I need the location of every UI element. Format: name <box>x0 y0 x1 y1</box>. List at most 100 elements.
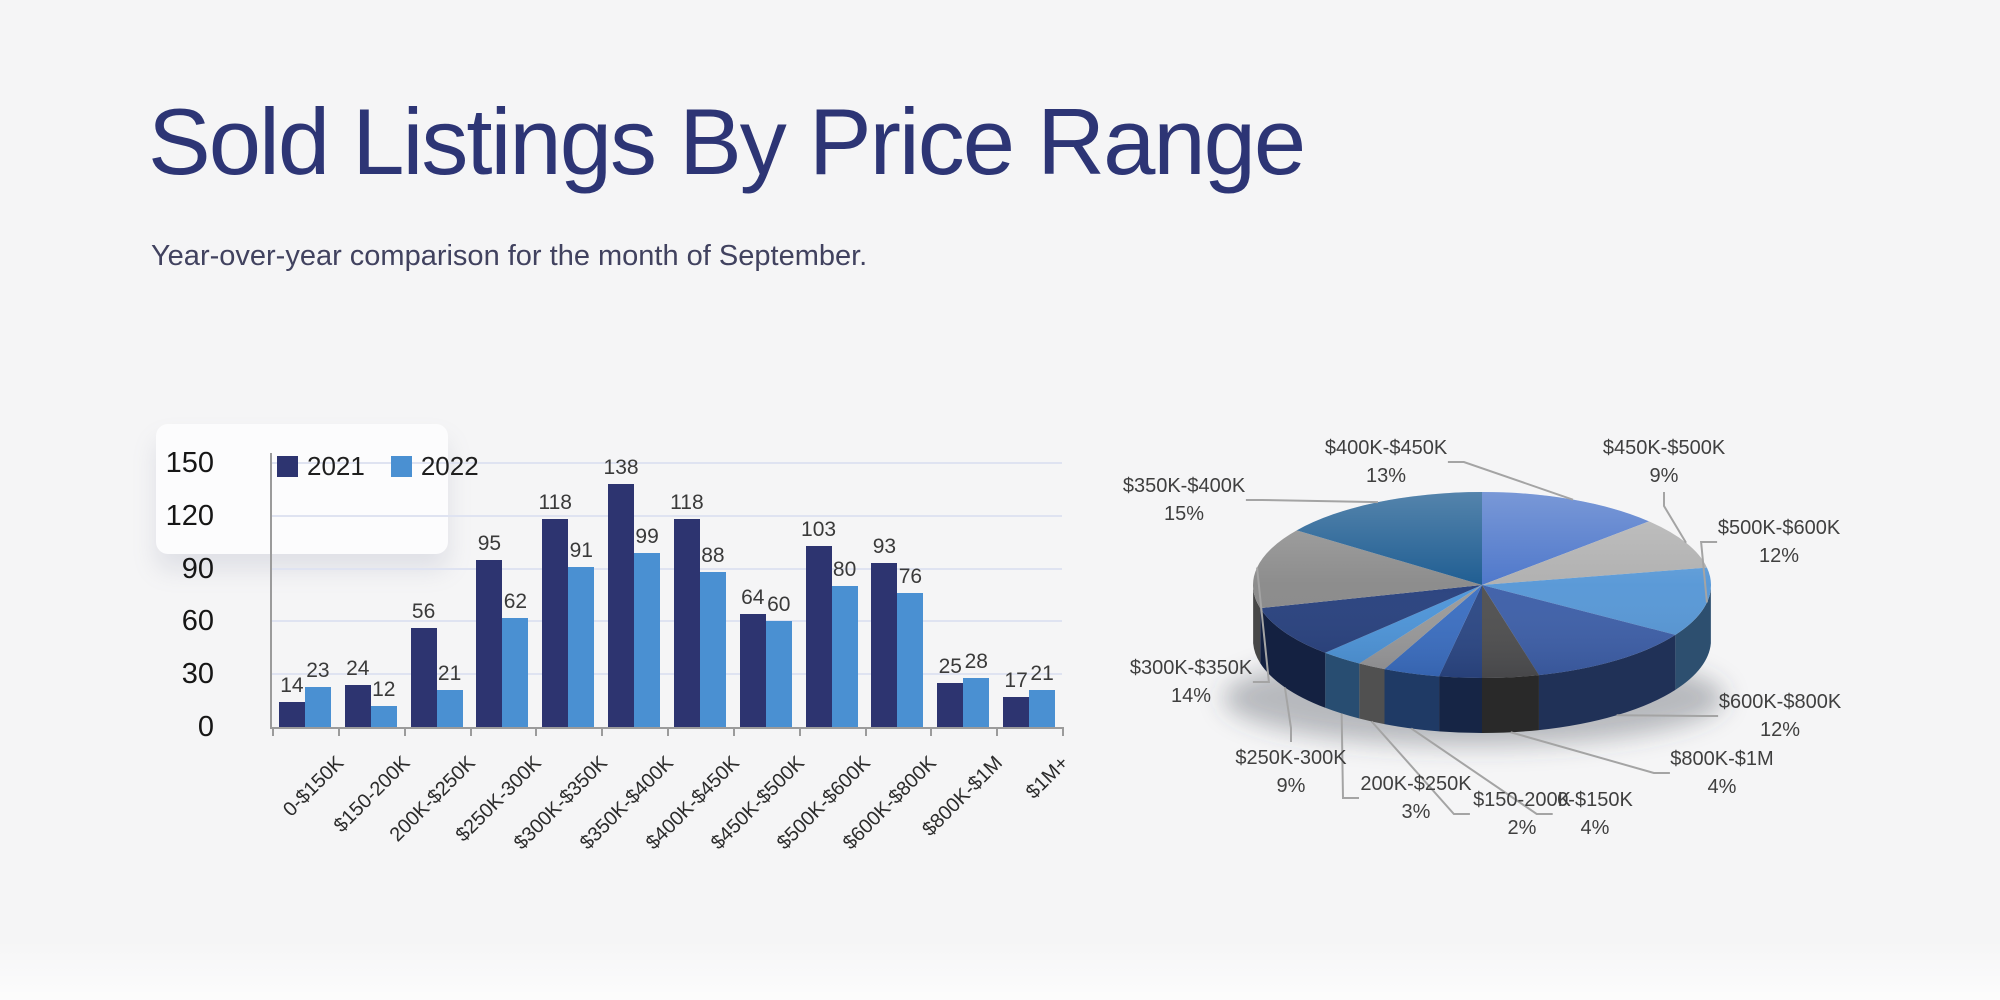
pie-label-name: $350K-$400K <box>1122 475 1246 497</box>
bar-value-label: 80 <box>832 558 857 582</box>
pie-slice-$300K-$350K <box>1253 530 1482 609</box>
pie-slice-$150-200K <box>1359 585 1482 670</box>
y-axis-tick-label: 150 <box>165 447 214 479</box>
bar-2022-$1M+ <box>1029 690 1056 727</box>
pie-label-$250K-300K: $250K-300K 9% <box>1171 744 1411 800</box>
gridline-90 <box>272 567 1062 570</box>
pie-label-0-$150K: 0-$150K 4% <box>1475 786 1715 842</box>
pie-label-pct: 2% <box>1507 817 1537 839</box>
bar-2021-$800K-$1M <box>937 683 964 727</box>
x-axis-line <box>270 727 1064 729</box>
pie-label-$600K-$800K: $600K-$800K 12% <box>1660 688 1900 744</box>
bar-value-label: 24 <box>346 656 370 680</box>
pie-slice-$350K-$400K <box>1296 492 1482 585</box>
bar-2021-$1M+ <box>1003 697 1030 727</box>
bar-2021-$350K-$400K <box>608 484 635 727</box>
pie-slice-$250K-300K <box>1260 585 1482 653</box>
pie-slice-side-$600K-$800K <box>1538 634 1676 731</box>
bar-value-label: 88 <box>701 544 725 568</box>
pie-label-name: $600K-$800K <box>1718 691 1842 713</box>
pie-label-name: $450K-$500K <box>1602 437 1726 459</box>
x-axis-tick <box>798 729 801 736</box>
x-axis-tick <box>930 729 933 736</box>
bar-value-label: 138 <box>603 456 639 480</box>
bar-2021-$400K-$450K <box>673 519 700 727</box>
bar-2021-$450K-$500K <box>739 614 766 727</box>
page-title: Sold Listings By Price Range <box>148 89 1306 194</box>
bar-value-label: 95 <box>477 531 502 555</box>
bar-2022-$400K-$450K <box>699 572 726 727</box>
pie-label-$500K-$600K: $500K-$600K 12% <box>1659 514 1899 570</box>
pie-label-name: 200K-$250K <box>1360 773 1472 795</box>
bar-value-label: 17 <box>1004 669 1028 693</box>
pie-gloss <box>1253 492 1711 678</box>
bar-value-label: 103 <box>801 517 837 541</box>
bar-value-label: 118 <box>538 491 572 515</box>
x-axis-tick <box>272 729 274 736</box>
bar-2022-200K-$250K <box>436 690 463 727</box>
pie-label-name: $300K-$350K <box>1129 657 1253 679</box>
pie-slice-side-$500K-$600K <box>1675 588 1711 690</box>
y-axis-tick-label: 90 <box>181 552 214 585</box>
x-axis-tick <box>1062 729 1064 736</box>
bar-value-label: 60 <box>767 593 791 617</box>
x-axis-tick <box>667 729 669 736</box>
bar-value-label: 62 <box>503 589 528 613</box>
pie-slice-side-0-$150K <box>1384 669 1440 732</box>
bar-value-label: 14 <box>280 674 304 698</box>
gridline-120 <box>272 514 1062 517</box>
bar-value-label: 12 <box>372 677 396 701</box>
gridline-150 <box>272 462 1062 464</box>
pie-label-$300K-$350K: $300K-$350K 14% <box>1071 654 1311 710</box>
pie-label-pct: 4% <box>1580 817 1610 839</box>
pie-label-$450K-$500K: $450K-$500K 9% <box>1544 434 1784 490</box>
y-axis-tick-label: 0 <box>197 711 214 743</box>
pie-slice-side-$800K-$1M <box>1482 675 1539 733</box>
pie-label-pct: 12% <box>1759 719 1801 741</box>
bar-2021-200K-$250K <box>410 628 437 727</box>
bar-2022-$250K-300K <box>502 617 529 727</box>
bar-value-label: 56 <box>411 600 436 624</box>
pie-slice-side-$150-200K <box>1359 663 1385 725</box>
x-axis-tick <box>601 729 604 736</box>
x-axis-tick <box>403 729 406 736</box>
pie-label-pct: 4% <box>1707 776 1737 798</box>
x-axis-tick <box>864 729 867 736</box>
x-axis-tick <box>337 729 340 736</box>
x-axis-tick <box>732 729 735 736</box>
pie-label-name: $800K-$1M <box>1670 748 1774 770</box>
bar-value-label: 64 <box>741 586 765 610</box>
bar-value-label: 76 <box>898 565 923 589</box>
pie-slice-side-$1M+ <box>1439 676 1482 733</box>
pie-slice-$400K-$450K <box>1482 492 1649 585</box>
bar-2022-$150-200K <box>370 705 397 727</box>
page-subtitle: Year-over-year comparison for the month … <box>151 240 868 272</box>
pie-label-$800K-$1M: $800K-$1M 4% <box>1602 745 1842 801</box>
pie-label-name: $150-200K <box>1473 789 1571 811</box>
pie-label-pct: 12% <box>1758 545 1800 567</box>
pie-label-$400K-$450K: $400K-$450K 13% <box>1266 434 1506 490</box>
bar-value-label: 99 <box>635 524 659 548</box>
x-axis-tick <box>535 729 538 736</box>
bar-2021-$250K-300K <box>476 559 503 727</box>
pie-label-pct: 14% <box>1170 685 1212 707</box>
bar-value-label: 28 <box>964 649 988 673</box>
bar-2022-$500K-$600K <box>831 586 858 727</box>
pie-label-$350K-$400K: $350K-$400K 15% <box>1064 472 1304 528</box>
gridline-30 <box>272 673 1062 676</box>
pie-label-name: $500K-$600K <box>1717 517 1841 539</box>
y-axis-tick-label: 30 <box>181 658 214 691</box>
bar-2022-0-$150K <box>304 686 331 727</box>
pie-slice-$600K-$800K <box>1482 585 1676 676</box>
gridline-60 <box>272 620 1062 623</box>
legend-swatch-2021 <box>277 456 298 477</box>
bar-value-label: 21 <box>1030 662 1054 686</box>
bar-2021-0-$150K <box>278 702 305 727</box>
bar-2022-$300K-$350K <box>568 566 595 727</box>
pie-label-pct: 9% <box>1649 465 1679 487</box>
pie-slice-200K-$250K <box>1325 585 1482 664</box>
pie-label-200K-$250K: 200K-$250K 3% <box>1296 770 1536 826</box>
bar-2022-$450K-$500K <box>765 621 792 727</box>
